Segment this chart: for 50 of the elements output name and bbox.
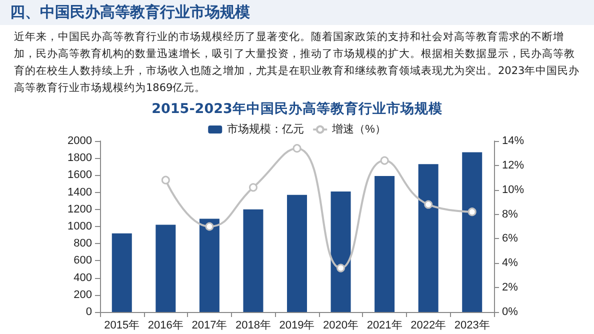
point [424,200,433,209]
y2-tick-label: 2% [502,282,518,294]
point [205,222,214,231]
y2-tick-label: 10% [502,184,524,196]
bar [462,152,482,312]
bar [287,194,307,312]
text: 近年来，中国民办高等教育行业的市场规模经历了显著变化。随着国家政策的支持和社会对高等教育需求的不断增加，民办高等教育机构的数量迅速增长，吸引了大量投资，推动了市场规模的扩大。根据相关数据显示，民办高等教育的在校生人数持续上升，市场收入也随之增加，尤其是在职业教育和继续教育领域表现尤为突出。2023年中国民办高等教育行业市场规模约为1869亿元。 [13,30,581,96]
x-tick-label: 2016年 [148,320,184,332]
bar [199,218,220,312]
bar [112,233,132,312]
x-tick-label: 2018年 [235,320,271,332]
y-tick-label: 800 [74,238,92,250]
y2-tick-label: 4% [502,257,518,270]
bar [418,164,438,312]
y-tick-label: 1200 [68,203,92,216]
bar [330,191,351,312]
x-tick-label: 2015年 [104,320,140,332]
y-tick-label: 2000 [68,135,92,147]
y2-tick-label: 6% [502,232,518,245]
y-tick-label: 1400 [68,186,92,198]
point [468,208,476,216]
y-tick-label: 0 [86,306,92,318]
legend-label: 市场规模：亿元 [227,122,304,136]
chart-title: 2015-2023年中国民办高等教育行业市场规模 [150,100,444,119]
y2-tick-label: 12% [502,159,524,172]
bar [243,209,264,312]
bar [374,176,395,312]
point [248,183,258,192]
y-tick-label: 400 [74,272,92,284]
point [161,176,170,184]
x-tick-label: 2017年 [192,320,228,332]
y2-tick-label: 8% [502,208,518,220]
x-tick-label: 2020年 [323,320,359,332]
point [336,264,346,272]
y-tick-label: 1800 [68,152,92,164]
text: 四、中国民办高等教育行业市场规模 [0,0,594,25]
y-tick-label: 200 [74,288,92,301]
legend-label: 增速（%） [331,122,386,136]
bar [156,224,176,312]
x-tick-label: 2019年 [279,320,315,332]
y-tick-label: 1000 [68,220,92,232]
x-tick-label: 2023年 [454,320,490,332]
y2-tick-label: 14% [502,135,524,147]
y-tick-label: 1600 [68,169,92,182]
point [292,144,302,153]
x-tick-label: 2021年 [366,320,402,332]
point [380,156,389,165]
y2-tick-label: 0% [502,306,518,318]
y-tick-label: 600 [74,254,92,267]
x-tick-label: 2022年 [410,320,446,332]
